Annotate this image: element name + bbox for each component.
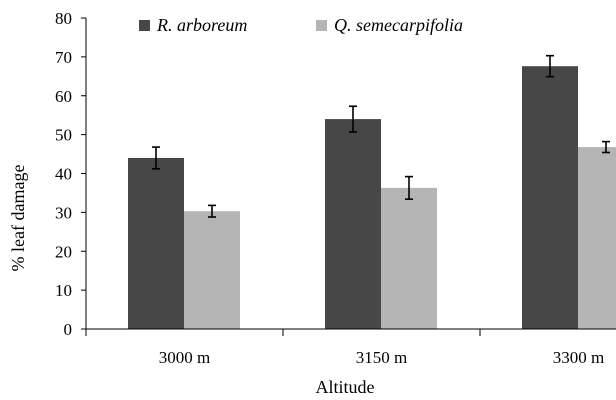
y-tick-label: 70: [55, 48, 72, 67]
x-tick-label: 3150 m: [356, 348, 407, 367]
legend-label: Q. semecarpifolia: [334, 15, 463, 35]
bar: [184, 211, 240, 329]
bars-group: [128, 66, 616, 329]
bar: [381, 187, 437, 329]
y-axis-title: % leaf damage: [8, 165, 28, 272]
bar: [578, 147, 616, 329]
x-tick-label: 3000 m: [159, 348, 210, 367]
bar: [128, 157, 184, 329]
x-ticks-group: 3000 m 3150 m 3300 m: [85, 329, 604, 367]
legend-swatch: [139, 20, 150, 31]
y-ticks-group: 0 10 20 30 40 50 60 70 80: [55, 9, 86, 339]
y-tick-label: 0: [64, 320, 73, 339]
legend-swatch: [316, 20, 327, 31]
bar: [522, 66, 578, 329]
x-tick-label: 3300 m: [553, 348, 604, 367]
legend: R. arboreum Q. semecarpifolia: [139, 15, 463, 35]
error-bars-group: [152, 54, 610, 218]
legend-label: R. arboreum: [156, 15, 247, 35]
y-tick-label: 10: [55, 281, 72, 300]
x-axis-title: Altitude: [316, 377, 375, 397]
y-tick-label: 60: [55, 87, 72, 106]
bar: [325, 119, 381, 329]
y-tick-label: 50: [55, 126, 72, 145]
y-tick-label: 40: [55, 165, 72, 184]
y-tick-label: 80: [55, 9, 72, 28]
y-tick-label: 30: [55, 203, 72, 222]
y-tick-label: 20: [55, 242, 72, 261]
